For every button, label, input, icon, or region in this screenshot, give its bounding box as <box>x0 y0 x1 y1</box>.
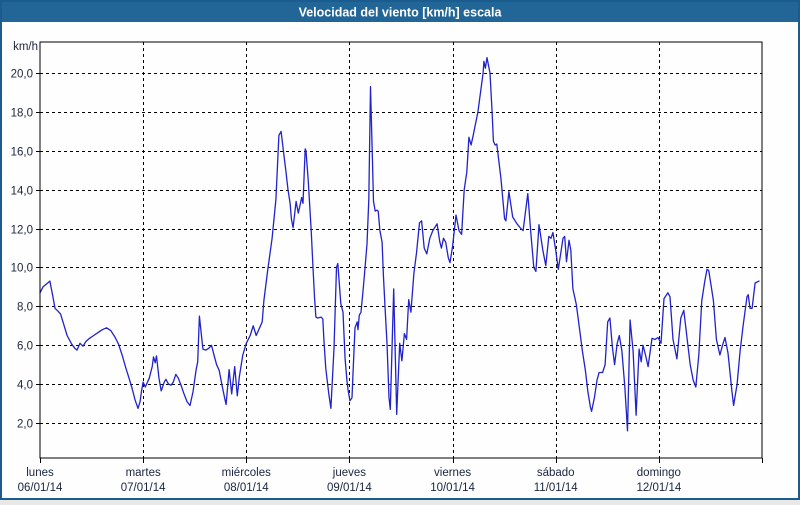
y-axis-unit-label: km/h <box>13 41 38 53</box>
date-label: 08/01/14 <box>224 482 269 494</box>
day-label: sábado <box>537 467 575 479</box>
date-label: 07/01/14 <box>121 482 166 494</box>
y-tick-label: 10,0 <box>11 263 33 275</box>
day-label: lunes <box>26 467 54 479</box>
day-label: domingo <box>637 467 681 479</box>
date-label: 12/01/14 <box>636 482 681 494</box>
day-label: viernes <box>434 467 471 479</box>
y-tick-label: 4,0 <box>17 380 33 392</box>
day-label: miércoles <box>222 467 271 479</box>
plot-frame <box>39 41 763 459</box>
y-tick-label: 6,0 <box>17 341 33 353</box>
date-label: 09/01/14 <box>327 482 372 494</box>
y-tick-label: 20,0 <box>11 69 33 81</box>
label-layer: 20,0 18,0 16,0 14,0 12,0 10,0 8,0 6,0 4,0 2,0 lune… <box>11 69 682 495</box>
y-tick-label: 12,0 <box>11 225 33 237</box>
y-tick-label: 16,0 <box>11 147 33 159</box>
date-label: 10/01/14 <box>430 482 475 494</box>
axis-layer <box>36 73 763 463</box>
y-tick-label: 8,0 <box>17 302 33 314</box>
y-tick-label: 18,0 <box>11 108 33 120</box>
day-label: jueves <box>332 467 366 479</box>
date-label: 11/01/14 <box>534 482 579 494</box>
series-layer <box>39 56 760 432</box>
chart-title: Velocidad del viento [km/h] escala <box>299 6 503 20</box>
y-tick-label: 14,0 <box>11 186 33 198</box>
day-label: martes <box>126 467 161 479</box>
y-tick-label: 2,0 <box>17 419 33 431</box>
date-label: 06/01/14 <box>18 482 63 494</box>
titlebar <box>2 2 798 22</box>
wind-speed-series-line <box>39 56 760 432</box>
